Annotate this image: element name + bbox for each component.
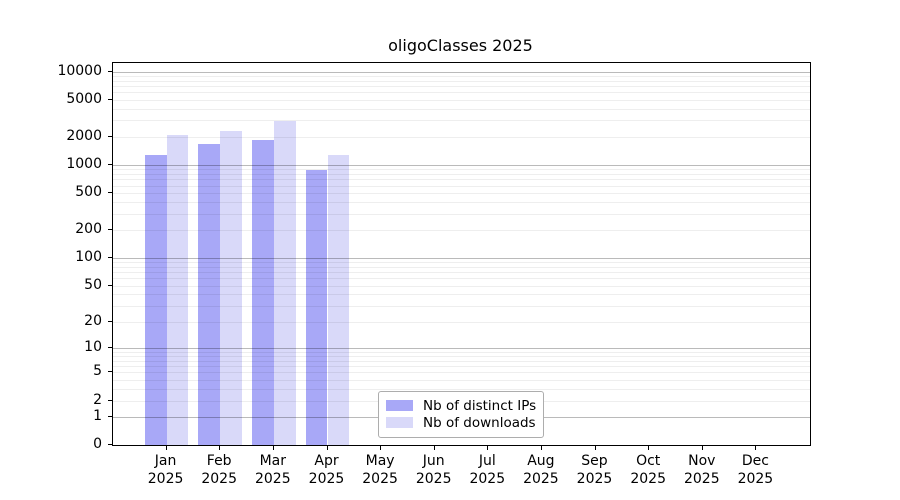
y-tick-label: 100	[75, 248, 102, 265]
x-tick-label-sep: Sep 2025	[576, 453, 613, 487]
y-tick-label: 5	[93, 363, 102, 380]
y-tick-label: 2000	[66, 127, 102, 144]
x-tick-mark	[487, 445, 489, 450]
x-tick-label-may: May 2025	[362, 453, 398, 487]
y-tick-mark	[108, 415, 113, 417]
legend-item-distinct-ips: Nb of distinct IPs	[386, 397, 537, 414]
legend: Nb of distinct IPs Nb of downloads	[378, 391, 544, 438]
bar-distinct-ips-feb	[198, 143, 221, 445]
x-tick-mark	[326, 445, 328, 450]
y-tick-mark	[108, 70, 113, 72]
legend-label-distinct-ips: Nb of distinct IPs	[423, 397, 537, 414]
x-tick-label-feb: Feb 2025	[201, 453, 237, 487]
y-tick-mark	[108, 399, 113, 401]
bar-distinct-ips-apr	[305, 170, 328, 445]
x-tick-mark	[755, 445, 757, 450]
plot-area	[112, 62, 811, 446]
y-tick-mark	[108, 444, 113, 445]
y-tick-label: 5000	[66, 90, 102, 107]
x-tick-label-aug: Aug 2025	[523, 453, 559, 487]
bar-downloads-mar	[273, 121, 296, 445]
x-tick-label-jan: Jan 2025	[147, 453, 184, 487]
y-tick-label: 2	[93, 391, 102, 408]
y-tick-mark	[108, 191, 113, 193]
bar-downloads-apr	[327, 155, 350, 445]
chart-title: oligoClasses 2025	[388, 36, 533, 55]
x-tick-label-dec: Dec 2025	[737, 453, 774, 487]
y-tick-label: 1000	[66, 155, 102, 172]
x-tick-label-mar: Mar 2025	[254, 453, 291, 487]
x-tick-label-apr: Apr 2025	[308, 453, 345, 487]
x-tick-label-jul: Jul 2025	[469, 453, 506, 487]
x-tick-mark	[433, 445, 435, 450]
x-tick-mark	[540, 445, 542, 450]
x-tick-mark	[272, 445, 274, 450]
y-tick-label: 10	[84, 338, 102, 355]
y-tick-mark	[108, 320, 113, 322]
x-tick-mark	[594, 445, 596, 450]
x-tick-mark	[380, 445, 382, 450]
x-tick-label-nov: Nov 2025	[683, 453, 720, 487]
legend-swatch-distinct-ips	[386, 400, 413, 411]
y-tick-label: 200	[75, 221, 102, 237]
x-tick-label-jun: Jun 2025	[415, 453, 452, 487]
y-tick-mark	[108, 135, 113, 137]
y-tick-mark	[108, 284, 113, 286]
bars-layer	[113, 63, 810, 445]
legend-label-downloads: Nb of downloads	[423, 414, 536, 431]
bar-distinct-ips-jan	[144, 155, 167, 445]
y-tick-label: 20	[84, 312, 102, 329]
y-tick-mark	[108, 229, 113, 230]
bar-downloads-jan	[166, 135, 189, 445]
y-tick-label: 50	[84, 276, 102, 293]
x-tick-mark	[165, 445, 167, 450]
x-tick-mark	[648, 445, 650, 450]
x-tick-mark	[701, 445, 703, 450]
x-tick-label-oct: Oct 2025	[630, 453, 666, 487]
y-tick-mark	[108, 163, 113, 165]
y-tick-label: 10000	[57, 62, 102, 79]
y-tick-mark	[108, 98, 113, 100]
legend-item-downloads: Nb of downloads	[386, 414, 536, 431]
bar-distinct-ips-mar	[252, 139, 274, 445]
x-tick-mark	[219, 445, 221, 450]
y-tick-label: 0	[93, 436, 102, 452]
bar-downloads-feb	[220, 130, 242, 445]
y-tick-label: 1	[93, 407, 102, 424]
legend-swatch-downloads	[386, 417, 413, 428]
y-tick-mark	[108, 256, 113, 258]
y-tick-mark	[108, 371, 113, 373]
y-tick-mark	[108, 346, 113, 348]
y-tick-label: 500	[75, 183, 102, 200]
